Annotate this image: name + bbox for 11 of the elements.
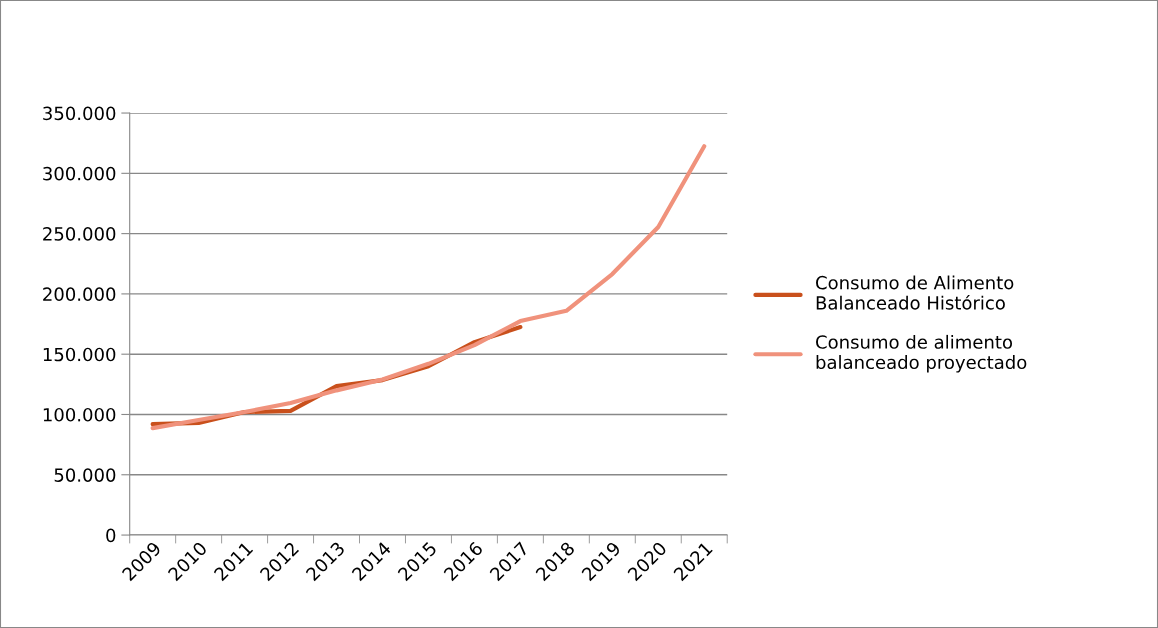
y-tick-label: 350.000: [43, 106, 116, 121]
y-tick-label: 250.000: [43, 227, 116, 241]
y-tick-label: 300.000: [43, 166, 116, 181]
y-tick-label: 50.000: [54, 468, 116, 482]
y-tick-label: 150.000: [43, 347, 116, 362]
y-tick-label: 200.000: [43, 287, 116, 302]
legend-label: Consumo de Alimento Balanceado Histórico: [816, 275, 1014, 310]
legend-label: Consumo de alimento balanceado proyectado: [816, 334, 1027, 373]
y-tick-label: 100.000: [43, 407, 116, 422]
y-tick-label: 0: [106, 528, 116, 543]
line-series: [150, 144, 707, 431]
